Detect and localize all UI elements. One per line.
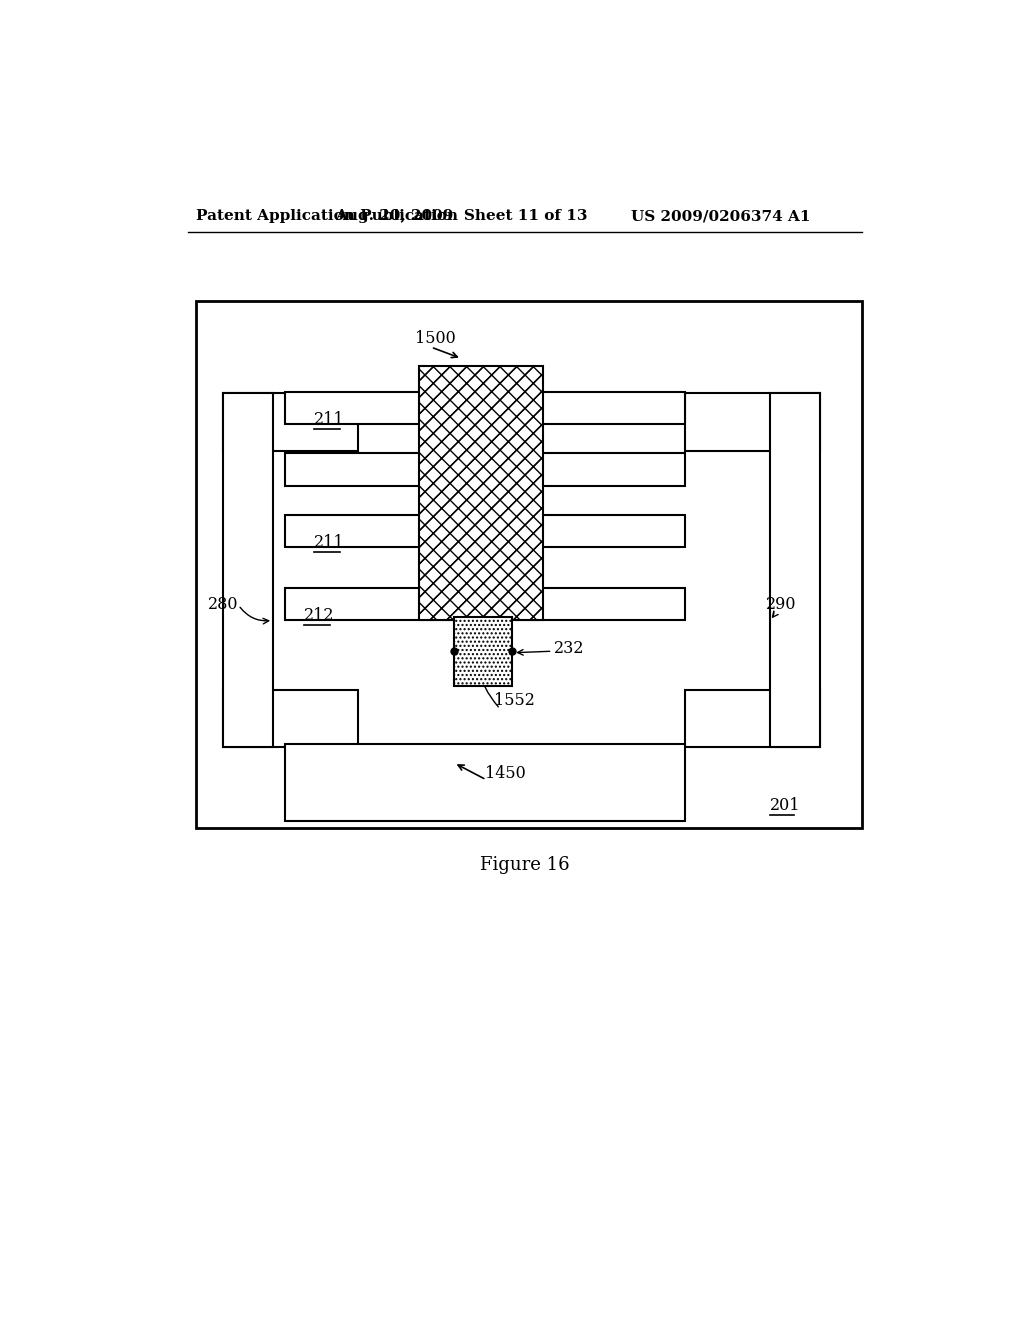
Bar [685,689,819,747]
Text: 1450: 1450 [484,766,525,781]
Text: Aug. 20, 2009  Sheet 11 of 13: Aug. 20, 2009 Sheet 11 of 13 [336,209,588,223]
Bar [223,393,357,451]
Bar [285,453,685,486]
Bar [419,367,543,620]
Bar [454,616,512,686]
Text: Patent Application Publication: Patent Application Publication [196,209,458,223]
Bar [285,392,685,424]
Bar [285,743,685,821]
Text: 232: 232 [554,640,585,656]
Bar [770,393,819,747]
Bar [419,367,543,620]
Text: US 2009/0206374 A1: US 2009/0206374 A1 [631,209,811,223]
Text: 1552: 1552 [494,692,535,709]
Text: 201: 201 [770,797,800,814]
Text: Figure 16: Figure 16 [480,857,569,875]
Bar [285,515,685,548]
Text: 280: 280 [208,595,238,612]
Bar [223,689,357,747]
Bar [685,393,819,451]
Text: 211: 211 [313,535,344,552]
Text: 212: 212 [304,607,334,624]
Bar [285,589,685,620]
Text: 1500: 1500 [416,330,457,347]
Text: 211: 211 [313,411,344,428]
Bar [196,301,862,829]
Text: 290: 290 [766,595,797,612]
Bar [223,393,273,747]
